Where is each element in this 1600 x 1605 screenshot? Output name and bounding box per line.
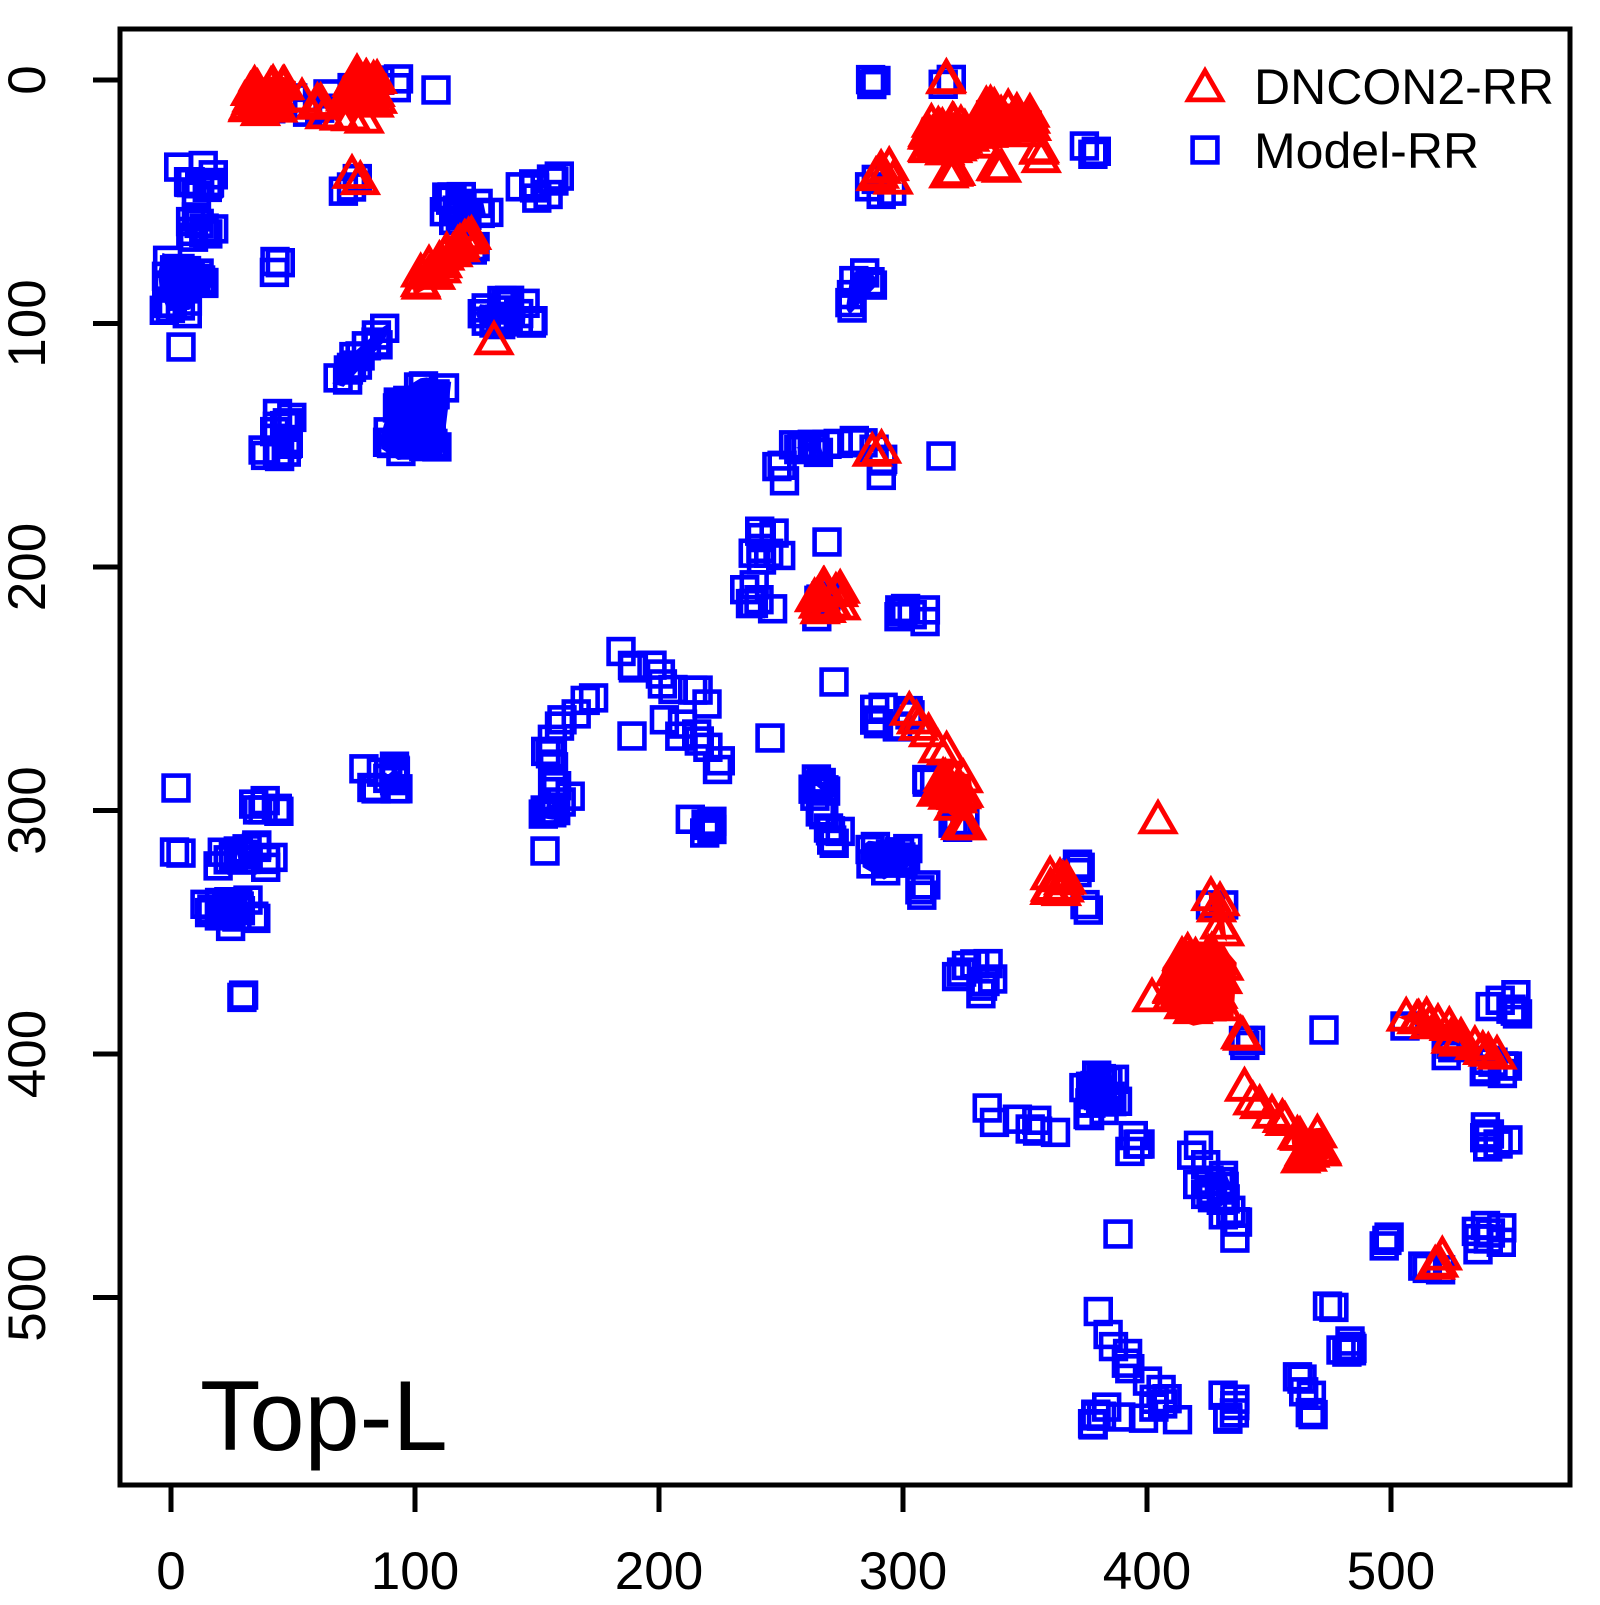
svg-text:400: 400 [0, 1010, 57, 1098]
svg-text:Model-RR: Model-RR [1254, 123, 1479, 179]
svg-text:DNCON2-RR: DNCON2-RR [1254, 59, 1554, 115]
svg-text:300: 300 [859, 1542, 947, 1600]
svg-text:500: 500 [0, 1253, 57, 1341]
svg-text:200: 200 [0, 523, 57, 611]
svg-text:0: 0 [156, 1542, 185, 1600]
svg-text:Top-L: Top-L [200, 1360, 448, 1471]
svg-text:100: 100 [0, 279, 57, 367]
svg-text:200: 200 [615, 1542, 703, 1600]
svg-text:500: 500 [1347, 1542, 1435, 1600]
svg-text:0: 0 [0, 65, 57, 94]
svg-text:300: 300 [0, 766, 57, 854]
svg-text:400: 400 [1103, 1542, 1191, 1600]
svg-text:100: 100 [371, 1542, 459, 1600]
